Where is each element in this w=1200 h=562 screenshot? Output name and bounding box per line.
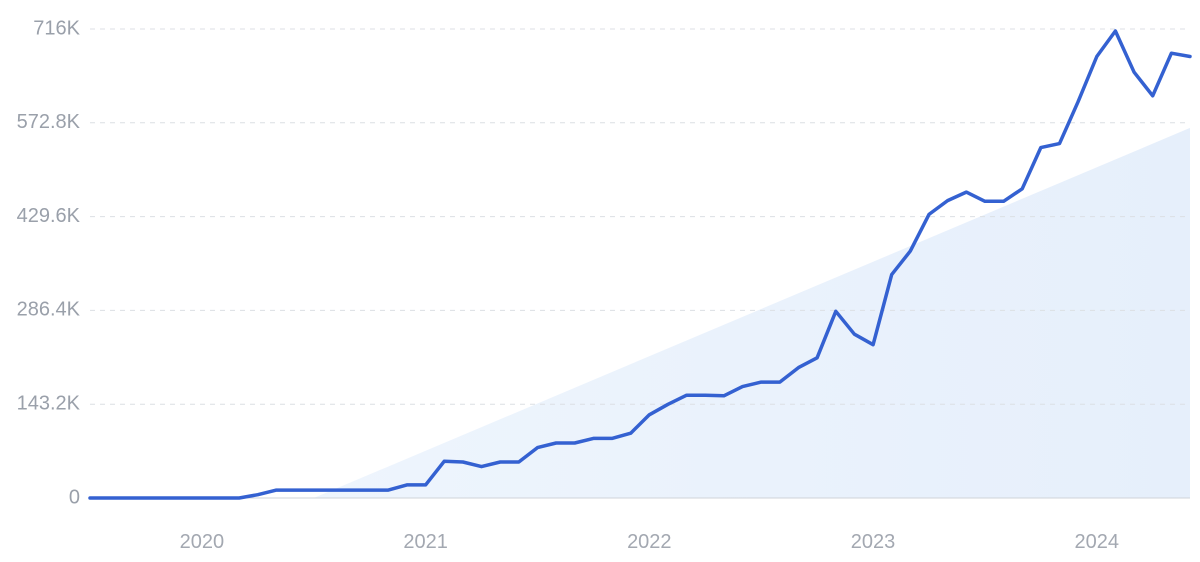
trend-area: [313, 127, 1190, 499]
x-axis: 2020 2021 2022 2023 2024: [180, 531, 1119, 553]
y-tick-label: 572.8K: [17, 111, 81, 133]
x-tick-label: 2024: [1075, 531, 1120, 553]
y-axis: 0 143.2K 286.4K 429.6K 572.8K 716K: [17, 17, 81, 508]
x-tick-label: 2021: [403, 531, 448, 553]
y-tick-label: 0: [69, 486, 80, 508]
y-tick-label: 429.6K: [17, 205, 81, 227]
series-line: [88, 29, 1192, 500]
trend-area-layer: [313, 127, 1190, 499]
x-tick-label: 2023: [851, 531, 896, 553]
y-tick-label: 143.2K: [17, 392, 81, 414]
y-tick-label: 716K: [33, 17, 80, 39]
series-layer: [88, 29, 1192, 500]
x-tick-label: 2022: [627, 531, 672, 553]
y-tick-label: 286.4K: [17, 299, 81, 321]
gridlines: [90, 28, 1190, 499]
x-tick-label: 2020: [180, 531, 225, 553]
